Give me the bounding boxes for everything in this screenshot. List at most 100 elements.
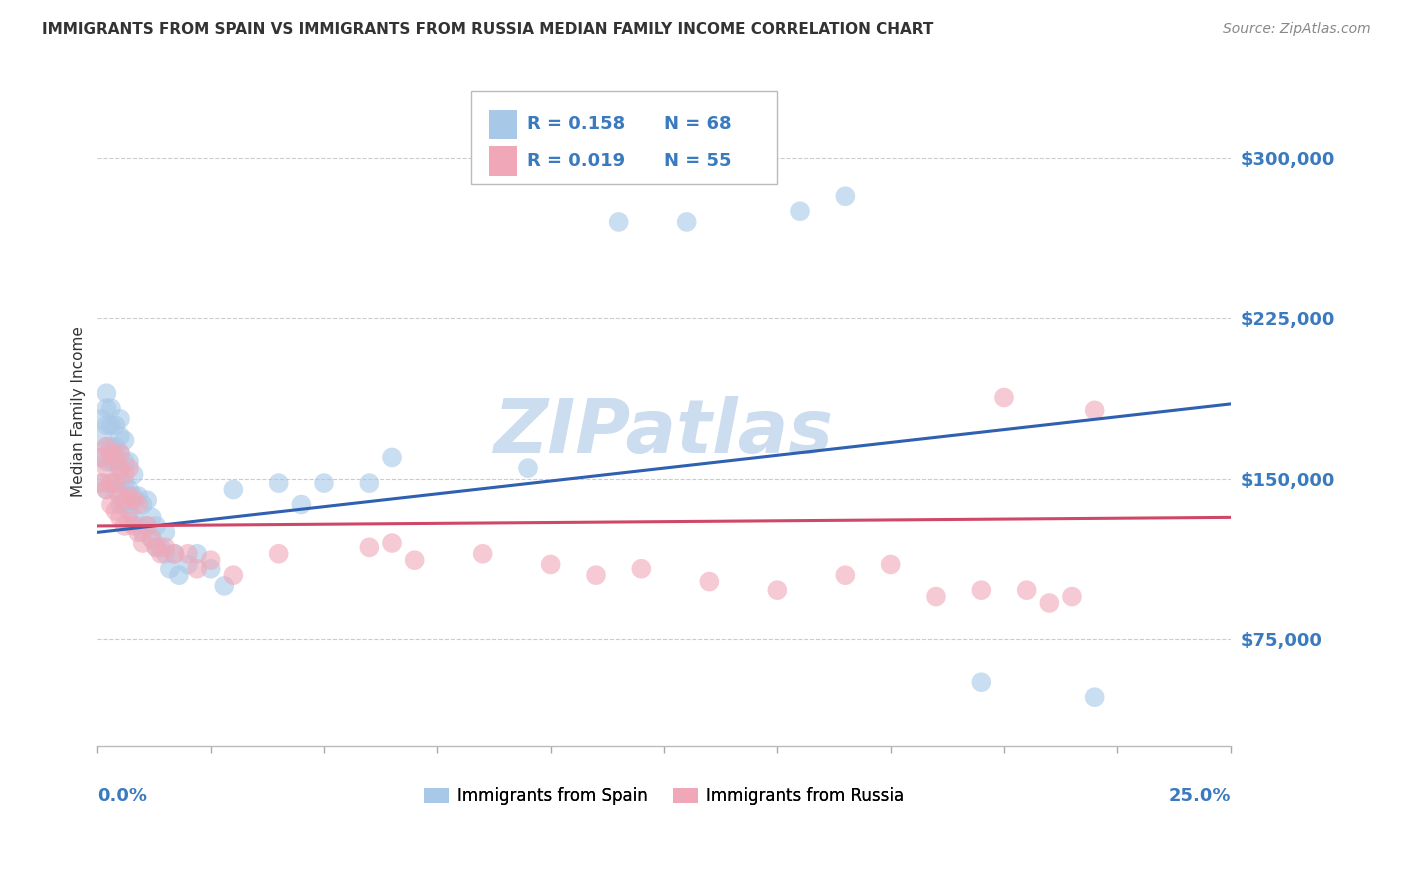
Point [127,525,149,540]
Point [127,519,149,533]
Point [381,450,404,465]
Point [96,483,118,497]
Point [122,519,145,533]
Point [108,461,131,475]
Point [122,493,145,508]
Y-axis label: Median Family Income: Median Family Income [72,326,86,498]
Point [155,541,177,555]
Text: 0.0%: 0.0% [97,787,148,805]
Point [517,461,540,475]
Point [108,461,131,475]
Point [834,568,856,582]
Point [879,558,901,572]
Text: R = 0.158: R = 0.158 [527,115,626,133]
Point [90,450,112,465]
Point [1084,690,1107,705]
Point [630,562,652,576]
Point [100,455,122,469]
Point [108,446,131,460]
Point [540,558,562,572]
Point [104,483,127,497]
Point [118,489,141,503]
Point [145,519,167,533]
Point [312,476,335,491]
Point [167,568,190,582]
Point [108,489,131,503]
Point [122,510,145,524]
Point [96,483,118,497]
Point [267,476,290,491]
Point [114,455,136,469]
Point [108,412,131,426]
Text: ZIPatlas: ZIPatlas [494,395,834,468]
Text: Source: ZipAtlas.com: Source: ZipAtlas.com [1223,22,1371,37]
Point [104,418,127,433]
Point [114,519,136,533]
Point [127,498,149,512]
Point [290,498,312,512]
Point [114,493,136,508]
Point [100,498,122,512]
Point [100,440,122,454]
Point [993,391,1015,405]
Point [585,568,607,582]
Point [96,440,118,454]
Point [104,476,127,491]
Point [96,418,118,433]
Point [186,547,208,561]
Point [404,553,426,567]
Point [214,579,236,593]
Point [96,386,118,401]
Point [1038,596,1060,610]
Point [114,476,136,491]
Point [127,489,149,503]
Point [136,519,159,533]
FancyBboxPatch shape [471,91,778,185]
Point [970,583,993,598]
Point [90,412,112,426]
Point [163,547,186,561]
Point [155,525,177,540]
Point [675,215,697,229]
Point [90,450,112,465]
Point [96,401,118,416]
Point [925,590,948,604]
Point [114,467,136,482]
Point [159,562,181,576]
Text: IMMIGRANTS FROM SPAIN VS IMMIGRANTS FROM RUSSIA MEDIAN FAMILY INCOME CORRELATION: IMMIGRANTS FROM SPAIN VS IMMIGRANTS FROM… [42,22,934,37]
Point [834,189,856,203]
Point [118,461,141,475]
Point [131,536,153,550]
Point [359,476,381,491]
Point [149,547,172,561]
Point [118,515,141,529]
Legend: Immigrants from Spain, Immigrants from Russia: Immigrants from Spain, Immigrants from R… [418,780,911,812]
Point [607,215,630,229]
Point [145,541,167,555]
Point [267,547,290,561]
Point [100,476,122,491]
Point [96,455,118,469]
Point [359,541,381,555]
Point [108,429,131,443]
Point [1084,403,1107,417]
Point [186,562,208,576]
Point [104,450,127,465]
Point [145,541,167,555]
Point [766,583,789,598]
Text: R = 0.019: R = 0.019 [527,152,626,170]
Point [471,547,494,561]
Point [131,525,153,540]
Point [222,568,245,582]
Point [177,558,200,572]
Point [141,532,163,546]
Point [96,440,118,454]
Text: N = 68: N = 68 [664,115,731,133]
Point [381,536,404,550]
Point [789,204,811,219]
Point [90,476,112,491]
Point [96,461,118,475]
Point [90,429,112,443]
Point [1060,590,1083,604]
Point [118,483,141,497]
